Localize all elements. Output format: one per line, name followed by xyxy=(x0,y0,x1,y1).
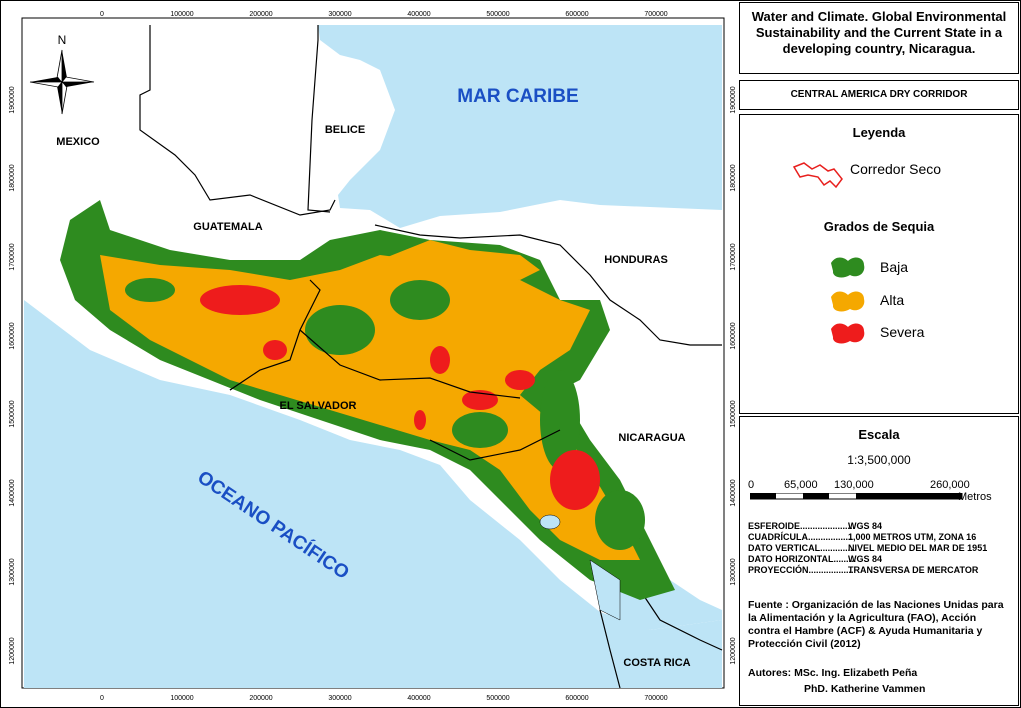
y-tick-label: 1800000 xyxy=(9,164,16,191)
meta-key: CUADRÍCULA.................. xyxy=(748,532,854,542)
label-guatemala: GUATEMALA xyxy=(193,221,263,233)
x-tick-label: 300000 xyxy=(328,11,351,18)
swatch-baja xyxy=(831,257,865,278)
x-ticks-bottom: 0 100000 200000 300000 400000 500000 600… xyxy=(100,695,668,702)
water xyxy=(24,25,722,688)
drought-baja-patches xyxy=(125,278,645,550)
legend-panel: Leyenda Corredor Seco Grados de Sequia B… xyxy=(739,114,1019,414)
y-tick-label: 1600000 xyxy=(9,322,16,349)
authors-line-1: Autores: MSc. Ing. Elizabeth Peña xyxy=(748,667,918,679)
meta-row-cuadricula: CUADRÍCULA.................. 1,000 METROS… xyxy=(748,532,976,542)
label-mar-caribe: MAR CARIBE xyxy=(457,86,578,107)
label-nicaragua: NICARAGUA xyxy=(618,432,685,444)
legend-corredor-seco: Corredor Seco xyxy=(850,161,942,177)
y-tick-label: 1700000 xyxy=(9,243,16,270)
map-title: Water and Climate. Global Environmental … xyxy=(751,9,1007,56)
x-tick-label: 700000 xyxy=(644,695,667,702)
y-tick-label: 1900000 xyxy=(9,86,16,113)
meta-value: NIVEL MEDIO DEL MAR DE 1951 xyxy=(848,543,988,553)
scale-tick-260000: 260,000 xyxy=(930,479,970,491)
scale-unit: Metros xyxy=(958,491,992,503)
meta-row-dato-vertical: DATO VERTICAL.............. NIVEL MEDIO D… xyxy=(748,543,987,553)
x-tick-label: 300000 xyxy=(328,695,351,702)
inner-borders xyxy=(229,279,561,461)
x-tick-label: 700000 xyxy=(644,11,667,18)
meta-value: WGS 84 xyxy=(848,554,883,564)
meta-key: DATO HORIZONTAL......... xyxy=(748,554,856,564)
meta-row-dato-horizontal: DATO HORIZONTAL......... WGS 84 xyxy=(748,554,882,564)
y-tick-label: 1700000 xyxy=(730,243,737,270)
grados-heading: Grados de Sequia xyxy=(823,219,935,234)
source-text: Fuente : Organización de las Naciones Un… xyxy=(748,599,1004,650)
y-tick-label: 1200000 xyxy=(9,637,16,664)
meta-key: ESFEROIDE...................... xyxy=(748,521,856,531)
x-tick-label: 0 xyxy=(100,695,104,702)
y-tick-label: 1400000 xyxy=(9,479,16,506)
swatch-alta xyxy=(831,291,865,312)
lakes xyxy=(539,514,621,621)
swatch-severa xyxy=(831,323,865,344)
x-tick-label: 200000 xyxy=(249,695,272,702)
x-ticks-top: 0 100000 200000 300000 400000 500000 600… xyxy=(100,11,668,18)
x-tick-label: 600000 xyxy=(565,695,588,702)
y-tick-label: 1500000 xyxy=(9,400,16,427)
meta-value: 1,000 METROS UTM, ZONA 16 xyxy=(848,532,977,542)
x-tick-label: 400000 xyxy=(407,695,430,702)
x-tick-label: 0 xyxy=(100,11,104,18)
scale-ratio: 1:3,500,000 xyxy=(847,453,911,467)
y-ticks-right: 1900000 1800000 1700000 1600000 1500000 … xyxy=(730,86,737,664)
north-arrow-icon: N xyxy=(29,33,95,115)
y-tick-label: 1300000 xyxy=(730,558,737,585)
label-honduras: HONDURAS xyxy=(604,254,668,266)
legend-baja: Baja xyxy=(880,259,909,275)
y-ticks-left: 1900000 1800000 1700000 1600000 1500000 … xyxy=(9,86,16,664)
meta-value: TRANSVERSA DE MERCATOR xyxy=(848,565,979,575)
x-tick-label: 100000 xyxy=(170,11,193,18)
label-belice: BELICE xyxy=(325,124,365,136)
map-canvas: 0 100000 200000 300000 400000 500000 600… xyxy=(9,11,737,702)
authors-line-2: PhD. Katherine Vammen xyxy=(804,683,926,695)
title-panel: Water and Climate. Global Environmental … xyxy=(739,2,1019,74)
x-tick-label: 500000 xyxy=(486,11,509,18)
scale-bar xyxy=(750,493,963,500)
x-tick-label: 400000 xyxy=(407,11,430,18)
meta-row-proyeccion: PROYECCIÓN.................. TRANSVERSA D… xyxy=(748,565,978,575)
info-panel: Escala 1:3,500,000 0 65,000 130,000 260,… xyxy=(739,416,1019,706)
corredor-seco-swatch xyxy=(792,162,843,189)
meta-key: PROYECCIÓN.................. xyxy=(748,565,854,575)
y-tick-label: 1200000 xyxy=(730,637,737,664)
label-costa-rica: COSTA RICA xyxy=(623,657,690,669)
map-subtitle: CENTRAL AMERICA DRY CORRIDOR xyxy=(790,89,968,100)
north-label: N xyxy=(58,33,67,47)
label-mexico: MEXICO xyxy=(56,136,100,148)
x-tick-label: 100000 xyxy=(170,695,193,702)
y-tick-label: 1600000 xyxy=(730,322,737,349)
x-tick-label: 500000 xyxy=(486,695,509,702)
legend-alta: Alta xyxy=(880,292,905,308)
scale-heading: Escala xyxy=(858,427,900,442)
drought-alta xyxy=(100,240,640,560)
y-tick-label: 1500000 xyxy=(730,400,737,427)
legend-heading: Leyenda xyxy=(852,125,906,140)
meta-key: DATO VERTICAL.............. xyxy=(748,543,856,553)
drought-severa xyxy=(200,285,600,510)
scale-tick-65000: 65,000 xyxy=(784,479,818,491)
y-tick-label: 1300000 xyxy=(9,558,16,585)
scale-tick-130000: 130,000 xyxy=(834,479,874,491)
meta-row-esferoide: ESFEROIDE...................... WGS 84 xyxy=(748,521,882,531)
y-tick-label: 1800000 xyxy=(730,164,737,191)
label-el-salvador: EL SALVADOR xyxy=(279,400,356,412)
x-tick-label: 200000 xyxy=(249,11,272,18)
legend-severa: Severa xyxy=(880,324,925,340)
y-tick-label: 1900000 xyxy=(730,86,737,113)
meta-value: WGS 84 xyxy=(848,521,883,531)
y-tick-label: 1400000 xyxy=(730,479,737,506)
subtitle-panel: CENTRAL AMERICA DRY CORRIDOR xyxy=(739,80,1019,110)
x-tick-label: 600000 xyxy=(565,11,588,18)
scale-tick-0: 0 xyxy=(748,479,755,491)
